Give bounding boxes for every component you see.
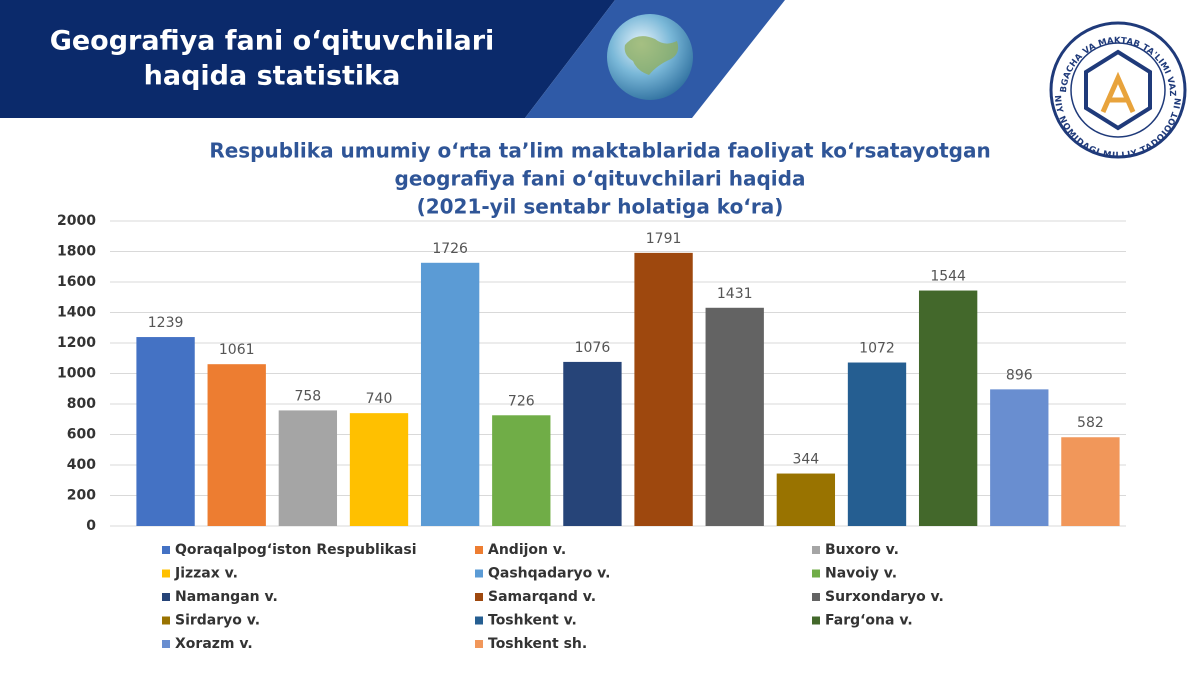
legend-label: Sirdaryo v. [175, 613, 260, 629]
logo-letter [1100, 71, 1136, 114]
legend-label: Toshkent v. [488, 613, 577, 629]
bar [990, 389, 1049, 526]
bar [420, 262, 480, 526]
value-label: 758 [294, 388, 321, 404]
legend-swatch [162, 640, 170, 648]
bar [705, 307, 764, 526]
bar [847, 362, 907, 526]
value-label: 740 [366, 391, 393, 407]
legend-swatch [475, 546, 483, 554]
legend-swatch [812, 616, 820, 625]
legend-label: Buxoro v. [825, 542, 899, 558]
header-band [0, 0, 615, 118]
value-label: 1726 [432, 241, 468, 257]
bar [492, 415, 551, 526]
bar [136, 337, 195, 526]
y-tick-label: 800 [67, 396, 96, 412]
chart-title: (2021-yil sentabr holatiga ko‘ra) [417, 195, 784, 219]
bar [349, 413, 409, 526]
legend-label: Navoiy v. [825, 566, 897, 582]
legend-swatch [475, 569, 483, 578]
y-tick-label: 1600 [57, 274, 96, 290]
y-tick-label: 1800 [57, 244, 96, 260]
y-tick-label: 1400 [57, 305, 96, 321]
legend-label: Samarqand v. [488, 589, 596, 605]
value-label: 1791 [646, 231, 682, 247]
bar [918, 290, 978, 526]
legend-swatch [475, 593, 483, 601]
header-title: haqida statistika [144, 61, 401, 92]
legend-label: Qoraqalpog‘iston Respublikasi [175, 542, 417, 558]
legend-label: Qashqadaryo v. [488, 566, 610, 582]
legend-swatch [812, 593, 820, 601]
value-label: 582 [1077, 415, 1104, 431]
legend-swatch [162, 546, 170, 554]
y-tick-label: 2000 [57, 213, 96, 229]
value-label: 1239 [148, 315, 184, 331]
legend-label: Andijon v. [488, 542, 566, 558]
value-label: 344 [792, 452, 819, 468]
chart-title: Respublika umumiy o‘rta ta’lim maktablar… [209, 139, 990, 163]
y-tick-label: 200 [67, 488, 96, 504]
legend-label: Namangan v. [175, 589, 278, 605]
y-tick-label: 0 [86, 518, 96, 534]
logo-inner [1070, 42, 1166, 138]
legend-swatch [475, 616, 483, 625]
globe-land [624, 36, 679, 75]
legend-swatch [162, 569, 170, 578]
value-label: 1544 [930, 269, 966, 285]
bar [776, 473, 836, 526]
legend-swatch [812, 546, 820, 554]
legend-label: Toshkent sh. [488, 636, 587, 652]
plot: 0 200 400 600 800 1000 1200 1400 1600 1800 2000 123… [57, 213, 1126, 652]
legend-swatch [475, 640, 483, 648]
bar [207, 364, 266, 526]
value-label: 896 [1006, 367, 1033, 383]
legend-swatch [812, 569, 820, 578]
logo-hex [1084, 49, 1152, 131]
value-label: 1061 [219, 342, 255, 358]
legend-label: Jizzax v. [174, 566, 238, 582]
chart-title: geografiya fani o‘qituvchilari haqida [395, 167, 806, 191]
value-label: 1072 [859, 341, 895, 357]
header-title: Geografiya fani o‘qituvchilari [50, 26, 495, 57]
y-tick-label: 600 [67, 427, 96, 443]
value-label: 1076 [575, 340, 611, 356]
bar [1061, 437, 1120, 526]
value-label: 726 [508, 393, 535, 409]
legend-label: Surxondaryo v. [825, 589, 944, 605]
bar [634, 252, 693, 526]
legend-label: Xorazm v. [175, 636, 253, 652]
legend-swatch [162, 616, 170, 625]
y-tick-label: 400 [67, 457, 96, 473]
y-tick-label: 1200 [57, 335, 96, 351]
value-label: 1431 [717, 286, 753, 302]
y-tick-label: 1000 [57, 366, 96, 382]
bar [563, 361, 622, 526]
bar [278, 410, 338, 526]
legend-swatch [162, 593, 170, 601]
legend-label: Farg‘ona v. [825, 613, 913, 629]
